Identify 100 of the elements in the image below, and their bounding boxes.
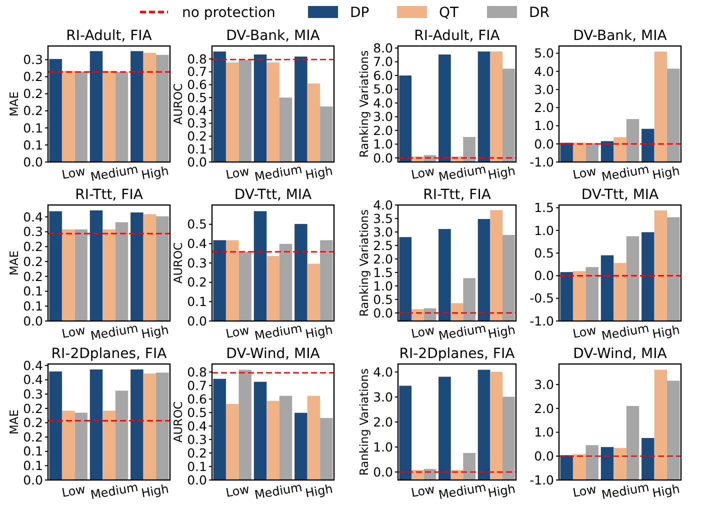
bar — [130, 369, 144, 480]
y-axis-title: MAE — [7, 250, 21, 276]
y-tick-label: 0.1 — [23, 298, 43, 314]
bar — [213, 378, 226, 480]
bar — [614, 448, 626, 480]
x-tick-label: Low — [572, 482, 598, 500]
y-tick-label: 0.3 — [23, 52, 43, 68]
bar — [62, 70, 75, 162]
bar — [614, 263, 626, 321]
y-tick-label: 0.6 — [187, 391, 208, 406]
bar — [156, 216, 169, 321]
bar — [412, 470, 424, 480]
bar — [266, 400, 280, 480]
bar — [478, 51, 490, 162]
y-tick-label: 1.0 — [534, 222, 554, 238]
y-tick-label: 0.2 — [23, 415, 43, 430]
bar — [238, 60, 252, 162]
bar — [463, 278, 476, 321]
bar — [600, 447, 614, 480]
bar — [642, 232, 654, 321]
x-tick-label: Medium — [437, 162, 488, 184]
y-tick-label: 0.2 — [187, 445, 207, 460]
y-tick-label: 7.0 — [373, 54, 394, 70]
y-tick-label: 0.4 — [23, 372, 44, 388]
bar — [115, 72, 128, 162]
y-tick-label: 0.2 — [23, 69, 43, 84]
x-tick-label: Medium — [437, 480, 488, 502]
bar — [156, 372, 169, 480]
y-tick-label: 2.0 — [534, 100, 554, 115]
y-tick-label: 0.3 — [187, 116, 207, 131]
y-tick-label: 1.5 — [534, 200, 554, 216]
bar — [654, 52, 668, 162]
bar — [130, 51, 144, 162]
bar — [438, 54, 451, 162]
bar — [49, 371, 62, 480]
x-tick-label: Low — [60, 323, 87, 342]
bar — [463, 453, 476, 480]
y-tick-label: 0.0 — [23, 313, 44, 328]
y-tick-label: 0.1 — [23, 137, 43, 152]
y-tick-label: 0.1 — [187, 458, 207, 474]
y-tick-label: 0.1 — [23, 458, 43, 474]
x-tick-label: High — [304, 322, 334, 342]
bar — [586, 143, 598, 162]
x-tick-label: Medium — [89, 321, 140, 344]
y-tick-label: 0.0 — [23, 154, 44, 170]
y-tick-label: 0.0 — [187, 472, 208, 488]
y-tick-label: 0.5 — [373, 292, 393, 307]
y-tick-label: 1.0 — [373, 278, 394, 294]
bar — [102, 70, 116, 162]
x-tick-label: High — [140, 482, 170, 500]
bar — [90, 51, 103, 162]
y-tick-label: 6.0 — [373, 68, 394, 83]
x-tick-label: Low — [572, 164, 598, 182]
y-axis-title: MAE — [7, 91, 21, 117]
x-tick-label: High — [651, 322, 681, 342]
y-tick-label: 0.8 — [187, 51, 208, 66]
bar — [238, 252, 252, 321]
y-axis-title: Ranking Variations — [357, 209, 371, 317]
y-tick-label: 3.0 — [534, 376, 554, 392]
bar — [307, 84, 320, 162]
x-tick-label: Low — [410, 323, 436, 342]
bar — [213, 52, 226, 162]
chart-title: RI-Ttt, FIA — [423, 187, 492, 203]
x-tick-label: Medium — [253, 480, 304, 502]
bar — [399, 386, 412, 480]
bar — [572, 271, 586, 321]
y-tick-label: 2.0 — [373, 414, 394, 430]
bar — [102, 229, 116, 321]
bar — [654, 370, 668, 480]
x-tick-label: High — [304, 164, 334, 182]
bar — [74, 412, 88, 480]
x-tick-label: Low — [572, 323, 598, 342]
x-tick-label: Medium — [89, 162, 140, 184]
y-axis-title: AUROC — [171, 242, 185, 284]
chart-title: DV-Ttt, MIA — [234, 187, 312, 203]
y-tick-label: 1.5 — [373, 264, 393, 280]
y-tick-label: 0.4 — [23, 209, 44, 224]
y-tick-label: 2.5 — [373, 238, 393, 253]
y-tick-label: 1.0 — [534, 424, 554, 440]
bar — [667, 68, 680, 162]
bar — [438, 376, 451, 480]
y-tick-label: -1.0 — [530, 472, 554, 488]
y-tick-label: 0.7 — [187, 64, 207, 80]
y-tick-label: 4.0 — [534, 64, 554, 79]
legend-label: DP — [350, 4, 370, 21]
y-tick-label: 3.5 — [373, 210, 393, 226]
bar — [502, 234, 515, 321]
y-tick-label: 0.1 — [187, 141, 207, 156]
bar — [254, 382, 267, 480]
y-tick-label: 0.0 — [373, 305, 394, 320]
bar — [586, 267, 598, 321]
bar — [307, 396, 320, 480]
chart-title: RI-2Dplanes, FIA — [399, 346, 516, 362]
x-tick-label: Medium — [600, 321, 650, 344]
y-axis-title: AUROC — [171, 401, 185, 443]
x-tick-label: Medium — [253, 321, 304, 344]
x-tick-label: Low — [224, 323, 251, 342]
y-tick-label: 0.1 — [23, 444, 43, 459]
y-tick-label: 0.0 — [373, 464, 394, 480]
y-tick-label: 2.0 — [373, 251, 394, 266]
